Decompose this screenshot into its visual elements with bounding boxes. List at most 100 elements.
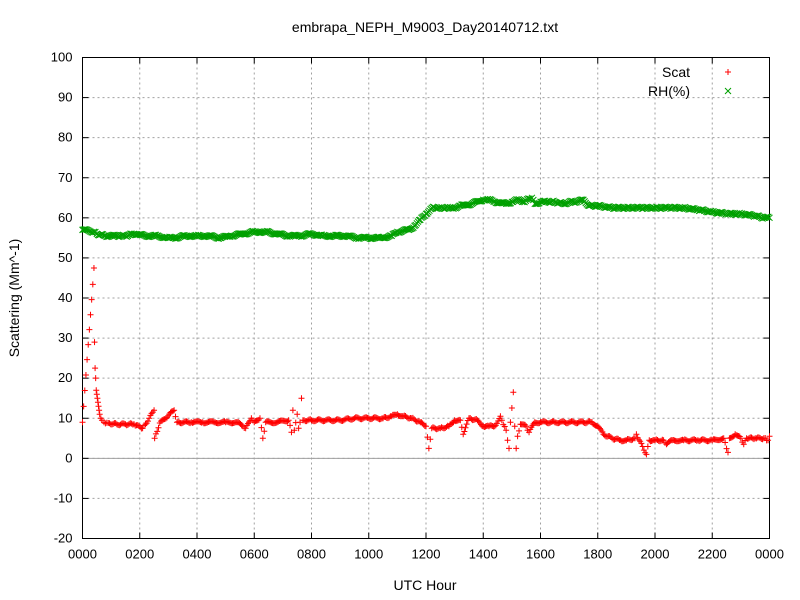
data-point [631, 435, 638, 442]
data-point [285, 417, 292, 424]
data-point [766, 214, 773, 222]
data-point [406, 225, 414, 233]
data-point [549, 197, 556, 205]
data-point [745, 210, 753, 218]
data-point [659, 436, 666, 443]
data-point [79, 419, 86, 426]
data-point [763, 213, 771, 221]
data-point [717, 208, 724, 216]
data-point [146, 415, 153, 422]
data-point [90, 264, 97, 271]
data-point [148, 410, 155, 417]
data-point [508, 198, 516, 206]
data-point [242, 425, 249, 432]
x-tick-label: 0000 [68, 547, 97, 562]
legend-marker-rh [724, 87, 732, 95]
data-point [577, 196, 585, 204]
data-point [261, 428, 268, 435]
data-point [171, 407, 178, 414]
data-point [90, 228, 98, 236]
data-point [759, 436, 766, 443]
legend-marker-scat [725, 69, 731, 75]
data-point [670, 203, 678, 211]
data-point [518, 198, 526, 206]
data-point [154, 428, 161, 435]
y-axis-label: Scattering (Mm^-1) [6, 239, 22, 358]
data-point [246, 419, 253, 426]
data-point [256, 415, 263, 422]
data-point [173, 235, 180, 242]
x-tick-label: 0400 [183, 547, 212, 562]
data-point [533, 200, 541, 208]
data-point [720, 435, 727, 442]
data-point [523, 423, 530, 430]
data-point [522, 421, 529, 428]
data-point [92, 375, 99, 382]
data-point [94, 399, 101, 406]
data-point [513, 445, 520, 452]
data-point [638, 440, 645, 447]
data-point [765, 437, 772, 444]
data-point [766, 433, 773, 440]
data-point [100, 419, 107, 426]
data-point [458, 424, 465, 431]
data-point [638, 205, 646, 213]
x-tick-label: 0200 [125, 547, 154, 562]
data-point [640, 447, 647, 454]
data-point [104, 233, 112, 241]
data-point [88, 296, 95, 303]
data-point [84, 356, 91, 363]
data-point [514, 433, 521, 440]
x-tick-label: 1000 [354, 547, 383, 562]
data-point [381, 234, 389, 242]
data-point [259, 435, 266, 442]
data-point [463, 421, 470, 428]
y-tick-label: 0 [65, 450, 72, 465]
series-rh [79, 194, 773, 243]
data-point [155, 424, 162, 431]
data-point [556, 199, 564, 206]
y-tick-label: 100 [51, 50, 73, 65]
data-point [152, 430, 159, 437]
data-point [242, 230, 250, 238]
data-point [722, 439, 729, 446]
data-point [460, 431, 467, 438]
y-tick-label: 90 [58, 90, 72, 105]
data-point [501, 423, 508, 430]
y-tick-label: 60 [58, 210, 72, 225]
data-point [526, 429, 533, 436]
x-tick-label: 1200 [412, 547, 441, 562]
data-point [294, 411, 301, 418]
y-tick-label: -10 [54, 490, 73, 505]
data-point [643, 451, 650, 458]
data-point [263, 227, 271, 235]
data-point [96, 407, 103, 414]
data-point [96, 411, 103, 418]
data-point [95, 403, 102, 410]
data-point [633, 431, 640, 438]
data-point [320, 231, 328, 239]
data-point [85, 341, 92, 348]
data-point [605, 203, 612, 210]
y-tick-label: -20 [54, 531, 73, 546]
data-point [457, 417, 464, 424]
data-point [660, 437, 667, 444]
y-tick-label: 70 [58, 170, 72, 185]
data-point [258, 424, 265, 431]
x-tick-label: 1400 [469, 547, 498, 562]
legend-marker-glyph [725, 69, 731, 75]
y-tick-label: 20 [58, 370, 72, 385]
data-point [287, 422, 294, 429]
data-point [510, 389, 517, 396]
data-point [277, 230, 284, 237]
data-point [503, 427, 510, 434]
y-tick-label: 50 [58, 250, 72, 265]
data-point [737, 435, 744, 442]
data-point [92, 365, 99, 372]
data-point [207, 231, 215, 239]
data-point [238, 422, 245, 429]
data-point [639, 443, 646, 450]
data-point [635, 436, 642, 443]
x-tick-label: 1600 [526, 547, 555, 562]
data-point [334, 231, 342, 239]
